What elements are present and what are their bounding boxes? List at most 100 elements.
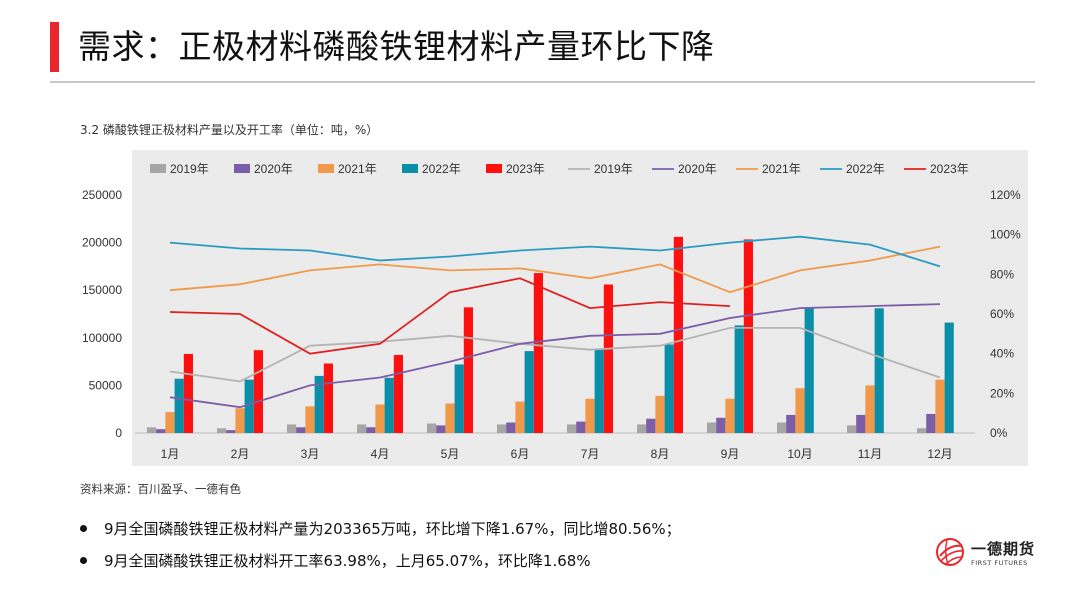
bar [445, 403, 455, 433]
bar [524, 351, 534, 433]
plot-background [132, 150, 1028, 466]
y-right-tick-label: 100% [990, 228, 1021, 242]
y-left-tick-label: 0 [115, 426, 122, 440]
bar [917, 428, 927, 433]
legend-label: 2022年 [846, 162, 885, 176]
x-tick-label: 6月 [511, 447, 530, 461]
bullet-text: 9月全国磷酸铁锂正极材料开工率63.98%，上月65.07%，环比降1.68% [104, 551, 591, 570]
bar [646, 418, 656, 433]
y-right-tick-label: 120% [990, 188, 1021, 202]
x-tick-label: 1月 [161, 447, 180, 461]
legend-label: 2019年 [170, 162, 209, 176]
y-right-tick-label: 0% [990, 426, 1008, 440]
y-left-tick-label: 100000 [82, 331, 122, 345]
x-tick-label: 9月 [721, 447, 740, 461]
legend-label: 2021年 [762, 162, 801, 176]
bar [926, 413, 936, 433]
bar [673, 236, 683, 433]
bar [585, 398, 595, 433]
title-divider [50, 81, 1035, 83]
bar [393, 354, 403, 433]
bar [786, 414, 796, 433]
bar [847, 425, 857, 433]
x-tick-label: 11月 [858, 447, 882, 461]
bar [515, 401, 525, 433]
logo-text-en: FIRST FUTURES [971, 559, 1028, 567]
bar [226, 430, 236, 433]
line-series [169, 277, 731, 355]
legend-label: 2019年 [594, 162, 633, 176]
legend-label: 2020年 [254, 162, 293, 176]
x-tick-label: 8月 [651, 447, 670, 461]
bar [734, 325, 744, 433]
x-tick-label: 12月 [927, 447, 952, 461]
bar [323, 363, 333, 433]
bar [427, 423, 437, 433]
x-tick-label: 2月 [231, 447, 250, 461]
y-left-tick-label: 50000 [89, 378, 123, 392]
bullet-item: 9月全国磷酸铁锂正极材料开工率63.98%，上月65.07%，环比降1.68% [80, 544, 681, 576]
bar [287, 424, 297, 433]
y-right-tick-label: 80% [990, 267, 1014, 281]
bullet-item: 9月全国磷酸铁锂正极材料产量为203365万吨，环比增下降1.67%，同比增80… [80, 512, 681, 544]
line-series [169, 303, 941, 409]
x-tick-label: 10月 [787, 447, 812, 461]
bar [384, 377, 394, 433]
chart-subtitle: 3.2 磷酸铁锂正极材料产量以及开工率（单位：吨，%） [80, 123, 379, 137]
bar [777, 422, 787, 433]
y-left-tick-label: 200000 [82, 236, 122, 250]
bar [725, 398, 735, 433]
bar [795, 388, 805, 433]
legend-label: 2023年 [930, 162, 969, 176]
bar [874, 308, 884, 433]
bar [147, 427, 157, 433]
legend-label: 2021年 [338, 162, 377, 176]
legend-label: 2022年 [422, 162, 461, 176]
legend-label: 2023年 [506, 162, 545, 176]
legend-label: 2020年 [678, 162, 717, 176]
bullet-dot-icon [80, 524, 87, 532]
x-tick-label: 4月 [371, 447, 390, 461]
bar [935, 379, 945, 433]
y-left-tick-label: 250000 [82, 188, 122, 202]
bar [156, 429, 166, 433]
bar [743, 239, 753, 433]
bar [366, 427, 376, 433]
bar [533, 273, 543, 433]
legend-swatch [234, 164, 250, 173]
line-series [169, 235, 941, 268]
bar [716, 417, 726, 433]
bar [244, 379, 254, 433]
bar [296, 427, 306, 433]
bar [707, 422, 717, 433]
bar [594, 349, 604, 433]
bar [567, 424, 577, 433]
bar [253, 350, 263, 433]
bar [314, 375, 324, 433]
bar [506, 422, 516, 433]
legend-swatch [318, 164, 334, 173]
legend-swatch [150, 164, 166, 173]
bullet-dot-icon [80, 556, 87, 564]
bar [463, 307, 473, 433]
bar [944, 322, 954, 433]
bar [235, 408, 245, 433]
bar [497, 424, 507, 433]
bar [375, 404, 385, 433]
bar [804, 307, 814, 433]
bar [183, 353, 193, 433]
bar [603, 284, 613, 433]
y-right-tick-label: 60% [990, 307, 1014, 321]
x-tick-label: 7月 [581, 447, 600, 461]
bar [217, 428, 227, 433]
bar [357, 424, 367, 433]
bullet-list: 9月全国磷酸铁锂正极材料产量为203365万吨，环比增下降1.67%，同比增80… [80, 512, 681, 576]
bar [655, 395, 665, 433]
bar [436, 425, 446, 433]
logo-text-cn: 一德期货 [971, 540, 1036, 558]
bar [865, 385, 875, 433]
y-right-tick-label: 40% [990, 347, 1014, 361]
legend-swatch [402, 164, 418, 173]
logo-globe-icon [936, 538, 964, 566]
